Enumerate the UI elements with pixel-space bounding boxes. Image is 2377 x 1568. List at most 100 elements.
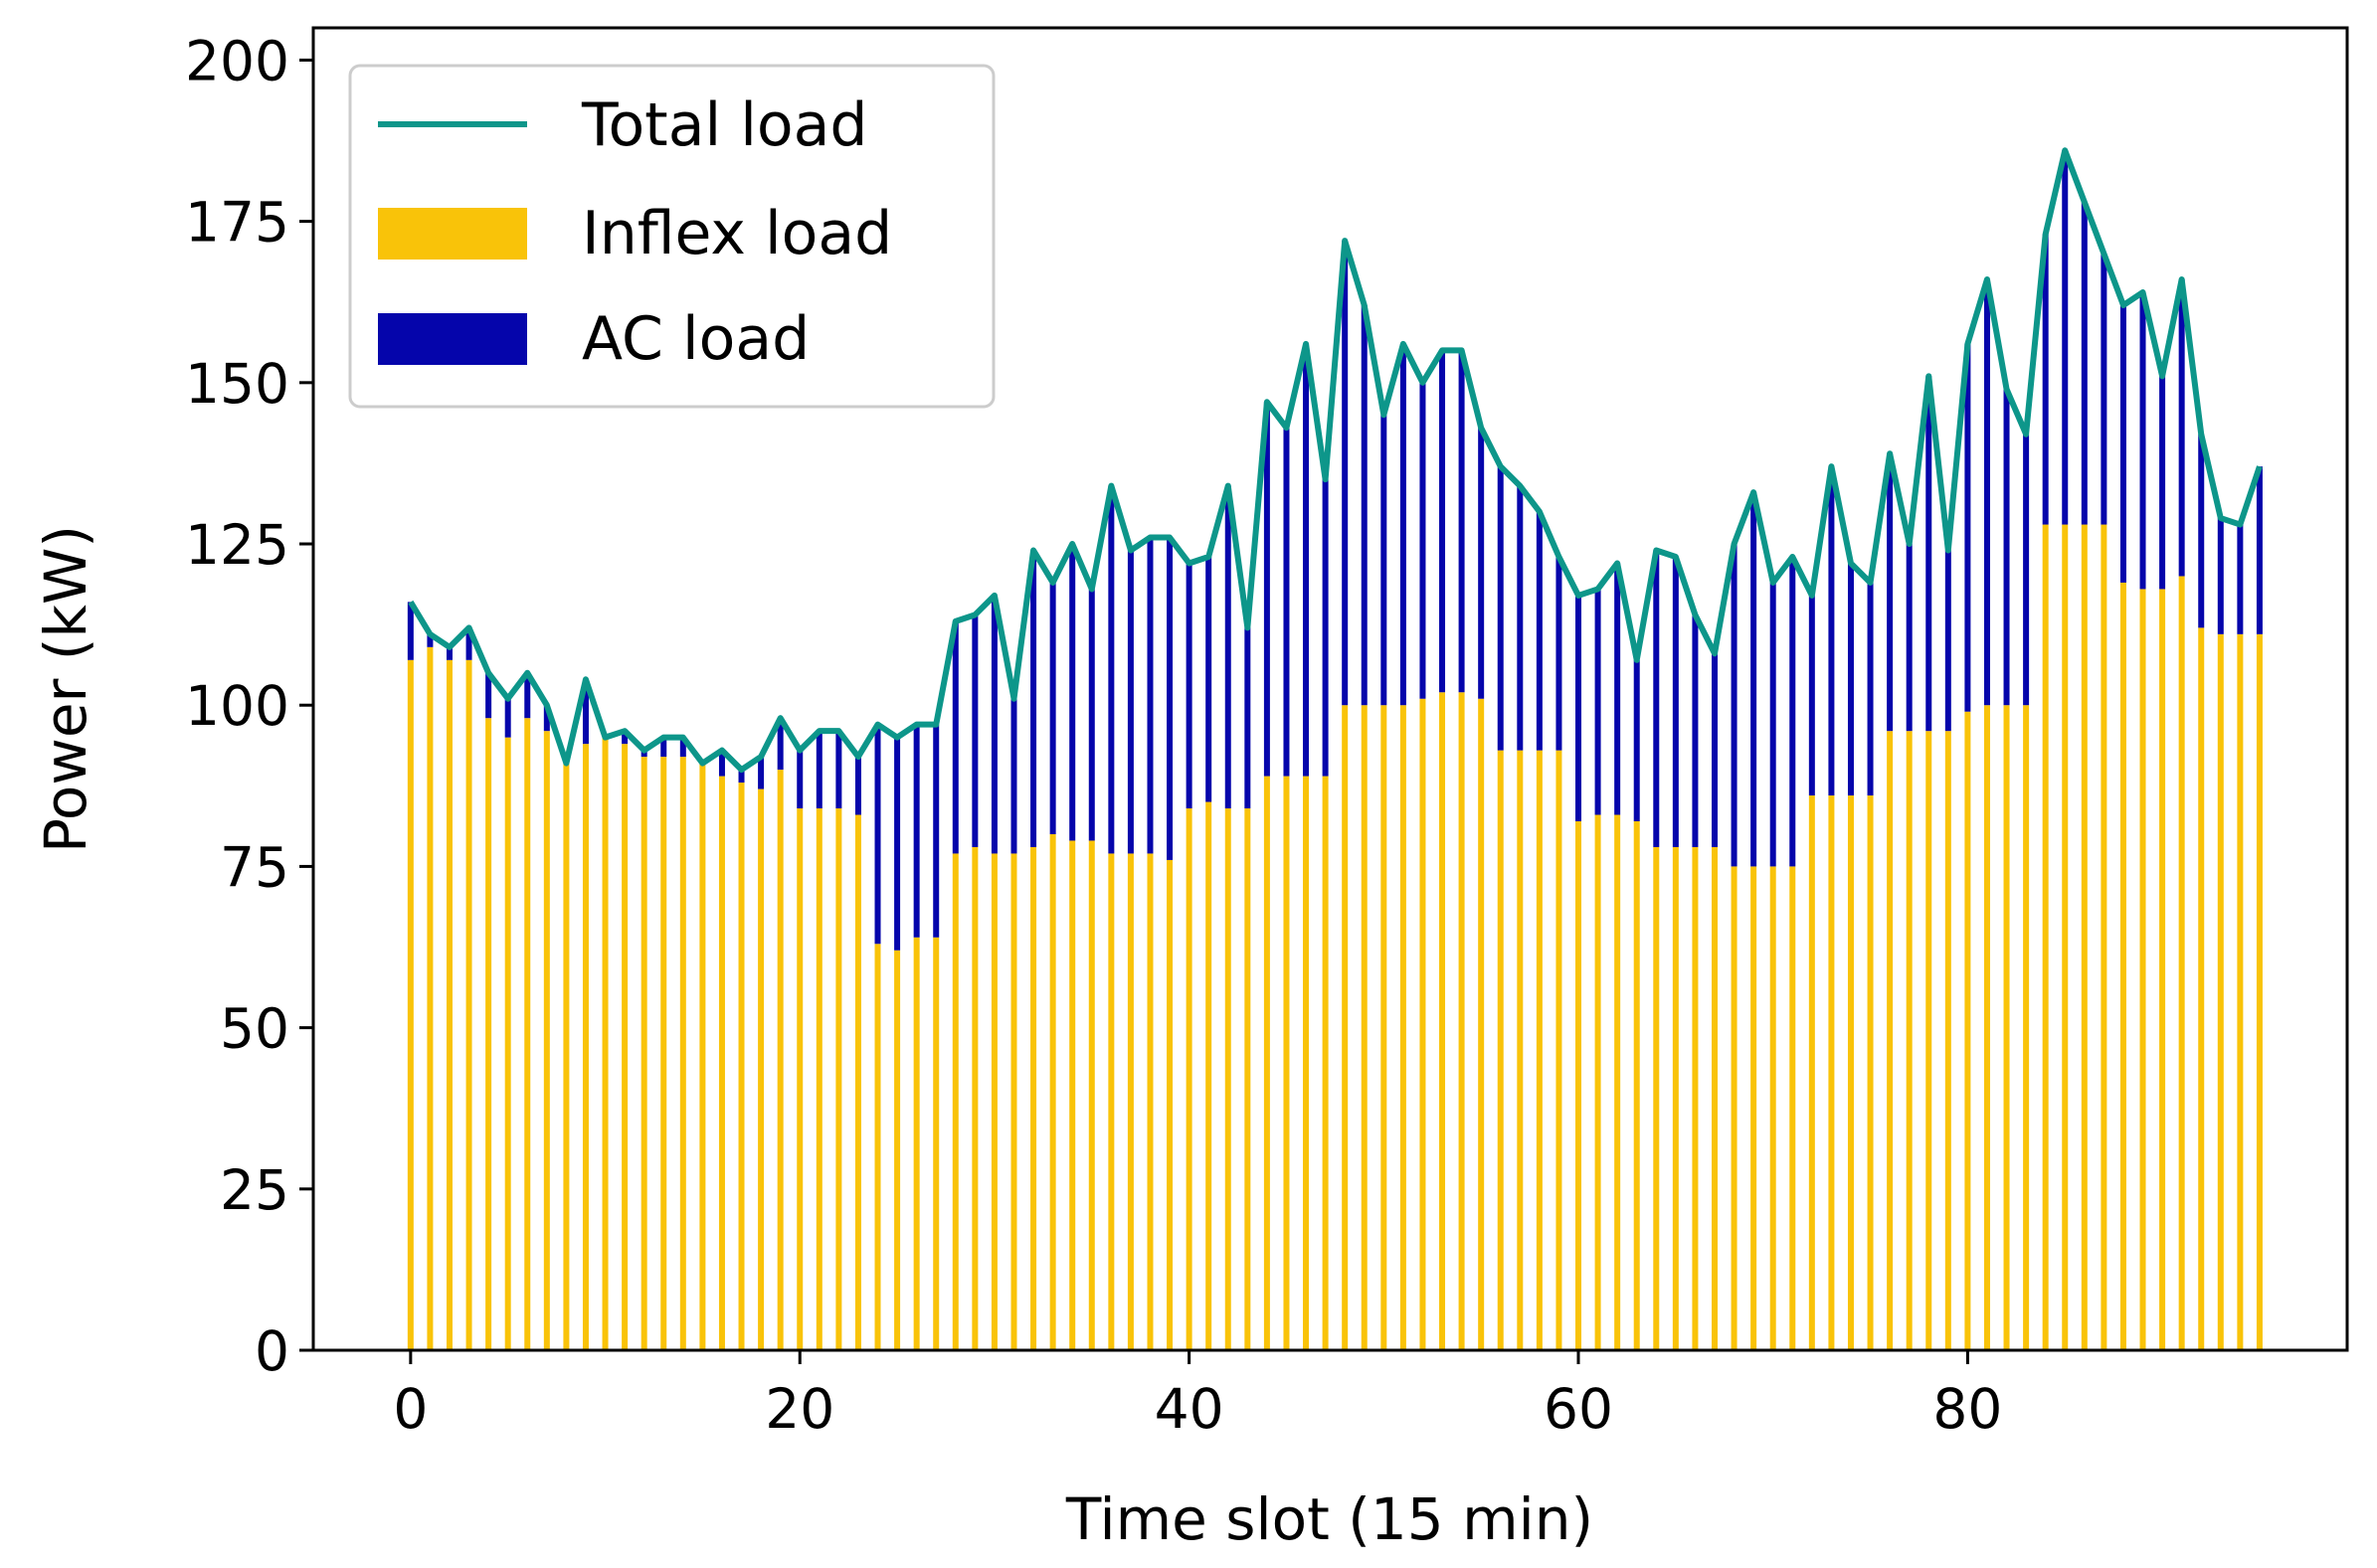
inflex-load-bar [427, 646, 434, 1350]
y-tick-label: 75 [220, 835, 289, 899]
ac-load-bar [1536, 511, 1543, 751]
inflex-load-bar [1069, 840, 1076, 1350]
ac-load-bar [1458, 350, 1465, 693]
inflex-load-bar [1614, 814, 1621, 1350]
inflex-load-bar [2198, 627, 2205, 1350]
x-tick-label: 0 [393, 1377, 428, 1441]
inflex-load-bar [2119, 582, 2126, 1350]
ac-load-bar [2237, 524, 2244, 634]
inflex-load-bar [602, 737, 609, 1350]
inflex-load-bar [933, 937, 940, 1350]
inflex-load-bar [2042, 524, 2049, 1350]
ac-load-bar [660, 737, 667, 758]
inflex-load-bar [854, 814, 861, 1350]
ac-load-bar [972, 614, 979, 847]
y-tick-label: 50 [220, 997, 289, 1061]
inflex-load-bar [679, 757, 686, 1350]
ac-load-bar [1906, 544, 1913, 732]
y-tick-label: 100 [185, 674, 289, 738]
ac-load-bar [718, 750, 725, 777]
inflex-load-bar [2081, 524, 2088, 1350]
inflex-load-bar [1283, 776, 1290, 1350]
ac-load-bar [1653, 550, 1660, 847]
inflex-load-bar [504, 737, 511, 1350]
inflex-load-bar [1167, 859, 1174, 1350]
x-axis-title: Time slot (15 min) [1065, 1485, 1593, 1553]
y-tick-label: 25 [220, 1158, 289, 1222]
inflex-load-bar [2101, 524, 2107, 1350]
inflex-load-bar [1088, 840, 1095, 1350]
x-tick-label: 60 [1544, 1377, 1613, 1441]
ac-load-bar [1808, 595, 1815, 796]
ac-load-bar [1925, 376, 1932, 732]
inflex-load-bar [991, 853, 998, 1350]
inflex-load-bar [485, 718, 492, 1350]
inflex-load-bar [1887, 731, 1894, 1350]
inflex-load-bar [1653, 846, 1660, 1350]
inflex-load-bar [2178, 576, 2185, 1350]
inflex-load-bar [2159, 589, 2166, 1350]
ac-load-bar [816, 731, 823, 809]
inflex-load-bar [465, 659, 472, 1350]
plot-frame [311, 26, 2349, 1352]
inflex-load-bar [874, 944, 881, 1350]
inflex-load-bar [1769, 866, 1776, 1350]
ac-load-bar [2023, 434, 2030, 706]
legend: Total load Inflex load AC load [348, 64, 996, 409]
inflex-load-bar [543, 731, 550, 1350]
inflex-load-bar [894, 950, 901, 1350]
ac-load-bar [1224, 485, 1231, 809]
inflex-load-bar [1361, 705, 1368, 1350]
inflex-load-bar [835, 808, 842, 1350]
inflex-load-bar [2256, 633, 2263, 1350]
y-tick-label: 150 [185, 352, 289, 416]
ac-load-bar [1555, 557, 1562, 751]
ac-load-bar [952, 620, 959, 854]
ac-load-bar [582, 679, 589, 745]
inflex-load-bar [582, 744, 589, 1350]
inflex-load-bar [1342, 705, 1349, 1350]
ac-load-bar [1575, 595, 1582, 821]
ac-load-bar [1711, 653, 1718, 847]
ac-load-bar [1147, 537, 1154, 854]
ac-load-bar [1964, 343, 1971, 712]
ac-load-bar [640, 750, 647, 758]
inflex-load-bar [1517, 750, 1524, 1350]
ac-load-bar [835, 731, 842, 809]
ac-load-bar [1517, 485, 1524, 751]
ac-load-bar [1983, 279, 1990, 706]
inflex-load-bar [777, 770, 784, 1350]
ac-load-bar [427, 633, 434, 647]
inflex-load-bar [1322, 776, 1329, 1350]
ac-load-bar [894, 737, 901, 951]
ac-load-bar [2198, 434, 2205, 628]
ac-load-bar [738, 770, 745, 784]
inflex-load-bar [1808, 795, 1815, 1350]
inflex-load-bar [660, 757, 667, 1350]
ac-load-bar [2139, 292, 2146, 590]
inflex-load-bar [1828, 795, 1835, 1350]
inflex-load-bar [2062, 524, 2069, 1350]
ac-load-bar [1030, 550, 1037, 847]
inflex-load-bar [1458, 692, 1465, 1350]
ac-load-bar [446, 646, 453, 660]
ac-load-bar [1594, 589, 1601, 815]
ac-load-bar [1828, 466, 1835, 796]
ac-load-bar [1263, 402, 1270, 777]
y-tick-label: 200 [185, 29, 289, 92]
inflex-load-bar [1555, 750, 1562, 1350]
inflex-load-bar [1303, 776, 1310, 1350]
inflex-load-bar [1263, 776, 1270, 1350]
inflex-load-bar [1575, 821, 1582, 1350]
ac-load-bar [1614, 563, 1621, 815]
inflex-load-bar [1633, 821, 1640, 1350]
inflex-load-bar [1205, 801, 1212, 1350]
inflex-load-bar [972, 846, 979, 1350]
ac-load-bar [1887, 453, 1894, 732]
ac-load-bars [407, 150, 2263, 951]
inflex-load-bar [1010, 853, 1017, 1350]
inflex-load-bar [1380, 705, 1387, 1350]
inflex-load-bar [1594, 814, 1601, 1350]
ac-load-bar [1322, 479, 1329, 777]
